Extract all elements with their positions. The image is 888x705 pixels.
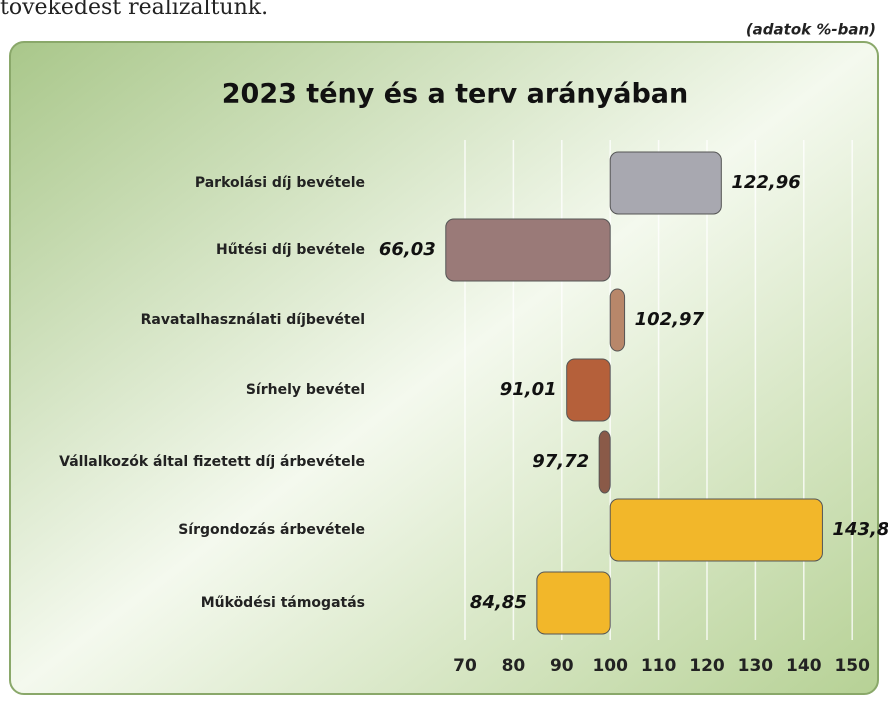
bar [445,218,611,282]
category-label: Sírhely bevétel [246,382,365,398]
value-label: 143,85 [832,519,888,540]
bar [609,498,823,562]
category-label: Ravatalhasználati díjbevétel [141,312,365,328]
x-tick-label: 70 [453,656,477,676]
value-label: 84,85 [470,592,527,613]
x-tick-label: 120 [689,656,725,676]
x-tick-label: 140 [786,656,822,676]
value-label: 66,03 [379,239,436,260]
note: tövekedést realizáltunk. [0,0,268,20]
value-label: 97,72 [532,451,589,472]
bar [609,288,626,352]
bar [536,571,611,635]
bar [566,358,611,422]
bar [609,151,722,215]
category-label: Parkolási díj bevétele [195,175,365,191]
x-tick-label: 80 [502,656,526,676]
value-label: 122,96 [731,172,800,193]
plot-panel [9,41,879,695]
x-tick-label: 100 [592,656,628,676]
x-tick-label: 90 [550,656,574,676]
subtitle: (adatok %-ban) [746,21,876,39]
category-label: Vállalkozók által fizetett díj árbevétel… [59,454,365,470]
bar [598,430,611,494]
category-label: Hűtési díj bevétele [216,242,365,258]
x-tick-label: 150 [834,656,870,676]
value-label: 91,01 [500,379,557,400]
chart-title: 2023 tény és a terv arányában [222,79,689,110]
x-tick-label: 110 [641,656,677,676]
value-label: 102,97 [635,309,705,330]
category-label: Sírgondozás árbevétele [178,522,365,538]
x-tick-label: 130 [738,656,774,676]
category-label: Működési támogatás [201,595,365,611]
